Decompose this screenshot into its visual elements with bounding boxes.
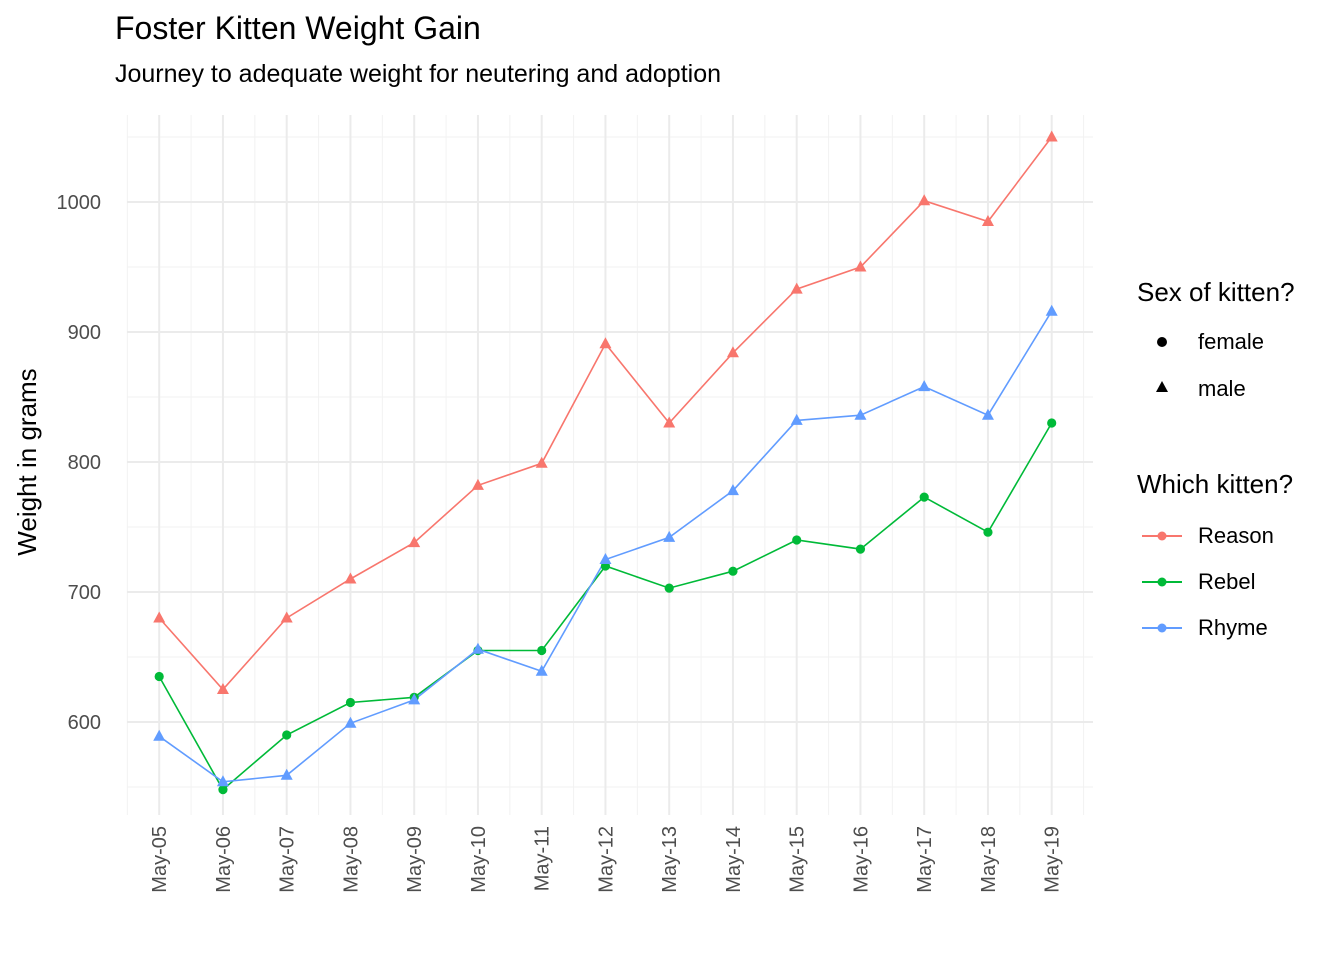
- data-point-rebel: [728, 566, 738, 576]
- y-tick-label: 700: [68, 582, 101, 604]
- data-point-rebel: [983, 527, 993, 537]
- data-point-rebel: [919, 492, 929, 502]
- data-point-reason: [408, 536, 421, 548]
- x-tick-label: May-06: [213, 826, 235, 893]
- x-tick-label: May-14: [723, 826, 745, 893]
- data-point-rebel: [154, 671, 164, 682]
- data-point-rebel: [1047, 418, 1057, 428]
- data-point-reason: [344, 572, 357, 584]
- x-tick-label: May-13: [659, 826, 681, 893]
- data-point-reason: [1045, 130, 1058, 142]
- legend-reason-label: Reason: [1198, 523, 1274, 548]
- data-point-reason: [790, 282, 803, 294]
- data-point-reason: [918, 194, 931, 206]
- data-point-rebel: [664, 583, 674, 593]
- legend-female-label: female: [1198, 329, 1265, 354]
- x-tick-label: May-08: [340, 826, 362, 893]
- data-point-rebel: [792, 535, 802, 545]
- x-tick-label: May-12: [595, 826, 617, 893]
- data-point-reason: [854, 260, 867, 272]
- data-point-rhyme: [1045, 304, 1058, 316]
- data-point-rhyme: [726, 484, 739, 496]
- data-point-rebel: [218, 785, 228, 795]
- legend-shape-title: Sex of kitten?: [1137, 277, 1295, 307]
- legend-color-title: Which kitten?: [1137, 469, 1294, 499]
- chart-subtitle: Journey to adequate weight for neutering…: [115, 60, 722, 88]
- legend-rebel-label: Rebel: [1198, 569, 1256, 594]
- x-tick-label: May-17: [914, 826, 936, 893]
- y-tick-label: 900: [68, 322, 101, 344]
- y-axis-label: Weight in grams: [12, 368, 42, 555]
- x-tick-label: May-16: [850, 826, 872, 893]
- legend-rhyme-key: [1142, 623, 1182, 633]
- data-point-rhyme: [918, 380, 931, 392]
- data-point-rhyme: [344, 716, 357, 728]
- legend-circle-key: [1157, 337, 1167, 347]
- y-tick-label: 800: [68, 452, 101, 474]
- data-point-reason: [663, 416, 676, 428]
- data-point-reason: [280, 611, 293, 623]
- data-point-reason: [726, 346, 739, 358]
- x-tick-label: May-09: [404, 826, 426, 893]
- chart-title: Foster Kitten Weight Gain: [115, 10, 481, 46]
- data-point-reason: [471, 478, 484, 490]
- data-point-reason: [153, 611, 166, 623]
- data-point-rhyme: [663, 530, 676, 542]
- data-point-rebel: [537, 645, 547, 656]
- data-point-rhyme: [790, 413, 803, 425]
- legend-rhyme-label: Rhyme: [1198, 615, 1268, 640]
- data-point-rhyme: [471, 642, 484, 654]
- x-tick-label: May-05: [149, 826, 171, 893]
- data-point-rhyme: [854, 408, 867, 420]
- data-point-rhyme: [981, 408, 994, 420]
- x-tick-label: May-15: [787, 826, 809, 893]
- x-tick-label: May-18: [978, 826, 1000, 893]
- data-point-rhyme: [280, 768, 293, 780]
- data-point-reason: [981, 215, 994, 226]
- legend-triangle-key: [1156, 381, 1168, 392]
- data-point-rebel: [855, 544, 866, 554]
- data-point-rhyme: [599, 553, 612, 564]
- major-gridlines: [127, 115, 1093, 815]
- y-tick-label: 600: [68, 712, 101, 734]
- series-points: [153, 130, 1058, 795]
- data-point-reason: [216, 683, 229, 694]
- x-tick-label: May-11: [532, 826, 554, 891]
- x-tick-label: May-07: [277, 826, 299, 893]
- data-point-rhyme: [408, 693, 421, 705]
- data-point-rhyme: [153, 729, 166, 741]
- x-tick-label: May-19: [1042, 826, 1064, 893]
- data-point-rebel: [345, 697, 356, 708]
- data-point-reason: [599, 337, 612, 349]
- data-point-rhyme: [216, 775, 229, 787]
- minor-gridlines: [126, 115, 1093, 815]
- y-tick-label: 1000: [57, 192, 102, 214]
- x-tick-label: May-10: [468, 826, 490, 893]
- y-axis-tick-labels: 600 700 800 900 1000: [57, 192, 102, 734]
- legend-male-label: male: [1198, 376, 1246, 401]
- legend-rebel-key: [1142, 577, 1182, 587]
- legend-reason-key: [1142, 531, 1182, 541]
- x-axis-tick-labels: May-05 May-06 May-07 May-08 May-09 May-10 May-…: [149, 826, 1063, 893]
- data-point-rhyme: [535, 664, 548, 676]
- data-point-rebel: [282, 730, 292, 740]
- data-point-reason: [535, 456, 548, 468]
